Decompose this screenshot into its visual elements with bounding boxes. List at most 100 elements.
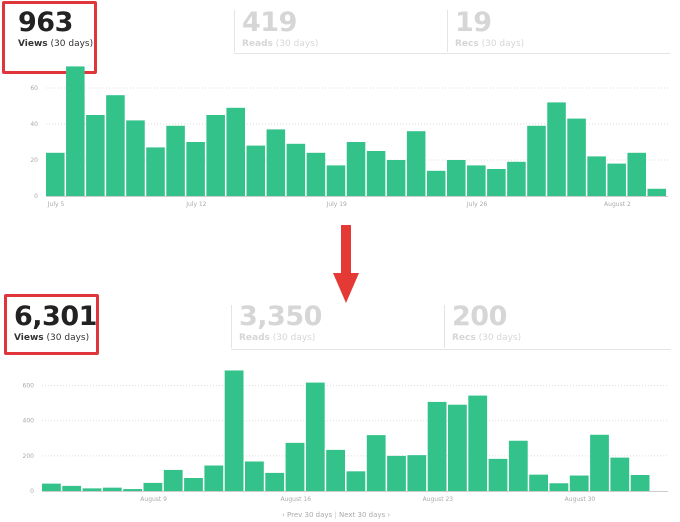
views-stat-bottom[interactable]: 6,301 Views (30 days) [14,302,97,344]
separator [447,10,448,52]
bar [630,475,650,491]
bar [102,487,122,491]
bar [106,95,125,196]
stats-divider-bottom [231,348,671,350]
x-tick-label: July 12 [185,201,207,208]
bar [468,395,488,491]
separator [444,305,445,348]
bar [529,474,548,491]
pagination: ‹ Prev 30 days | Next 30 days › [282,511,390,519]
bar [62,485,82,491]
bar [166,125,185,196]
bar [186,142,205,196]
recs-value: 200 [452,301,507,332]
bar [42,483,61,491]
bar [527,125,546,196]
y-tick-label: 400 [23,418,35,425]
separator [234,10,235,52]
bar [143,482,163,491]
next-label: Next 30 days [339,511,386,519]
bar [326,165,346,196]
x-tick-label: August 30 [565,496,596,503]
x-tick-label: July 26 [466,201,488,208]
highlight-box-top [2,1,97,74]
bar [265,472,285,491]
reads-stat-top[interactable]: 419 Reads (30 days) [242,7,319,50]
bar [146,147,165,196]
bar [224,370,244,491]
x-tick-label: July 5 [47,201,65,208]
highlight-box-bottom [4,294,99,355]
bar [448,404,467,491]
views-period: (30 days) [46,333,90,343]
views-chart-top: 0 20 40 60 July 5 July 12 July 19 July 26 August… [30,66,668,208]
bar [407,455,427,491]
bar [305,382,325,491]
bar [507,161,526,196]
bar [607,163,626,196]
reads-stat-bottom[interactable]: 3,350 Reads (30 days) [239,302,322,344]
y-tick-label: 40 [30,121,38,128]
bar [266,129,286,196]
x-tick-label: August 9 [140,496,167,503]
recs-value: 19 [455,7,492,38]
y-tick-label: 200 [23,453,35,460]
separator [231,305,232,348]
bar [46,152,65,196]
reads-label: Reads [242,39,273,49]
next-30-days-link[interactable]: Next 30 days › [339,511,391,519]
bar [567,118,586,196]
views-label: Views [18,39,48,49]
bar [627,152,646,196]
bar [647,188,667,196]
bar [226,107,245,196]
recs-period: (30 days) [481,39,525,49]
bar [66,66,85,197]
bar [326,449,345,491]
views-stat-top[interactable]: 963 Views (30 days) [18,7,94,50]
x-tick-label: August 23 [423,496,454,503]
bar [487,169,506,196]
y-tick-label: 20 [30,157,38,164]
bar [508,440,528,491]
bar [206,115,225,196]
bar [366,435,386,491]
stats-divider-top [234,52,670,54]
bar [569,475,589,491]
y-tick-label: 600 [23,383,35,390]
bar [406,131,426,196]
bar [427,401,447,491]
bar [306,152,326,196]
reads-period: (30 days) [275,39,319,49]
y-tick-label: 60 [30,85,38,92]
bar [488,458,508,491]
bar [123,489,142,491]
bar [82,488,102,491]
reads-label: Reads [239,333,270,343]
bar [204,465,224,491]
bar [610,457,630,491]
bar [286,143,306,196]
bar [346,471,366,491]
recs-period: (30 days) [478,333,522,343]
bar [447,160,466,196]
x-tick-label: July 19 [326,201,348,208]
y-tick-label: 0 [34,193,38,200]
views-label: Views [14,333,44,343]
views-value: 963 [18,7,73,38]
bar [386,160,406,196]
recs-label: Recs [452,333,476,343]
recs-label: Recs [455,39,479,49]
prev-30-days-link[interactable]: ‹ Prev 30 days [282,511,333,519]
bar [163,469,183,491]
reads-value: 419 [242,7,297,38]
views-period: (30 days) [50,39,94,49]
bar [246,145,266,196]
prev-label: Prev 30 days [287,511,333,519]
recs-stat-top[interactable]: 19 Recs (30 days) [455,7,525,50]
nav-separator: | [334,511,340,519]
recs-stat-bottom[interactable]: 200 Recs (30 days) [452,301,522,344]
bar [387,455,406,491]
bar [285,442,305,491]
